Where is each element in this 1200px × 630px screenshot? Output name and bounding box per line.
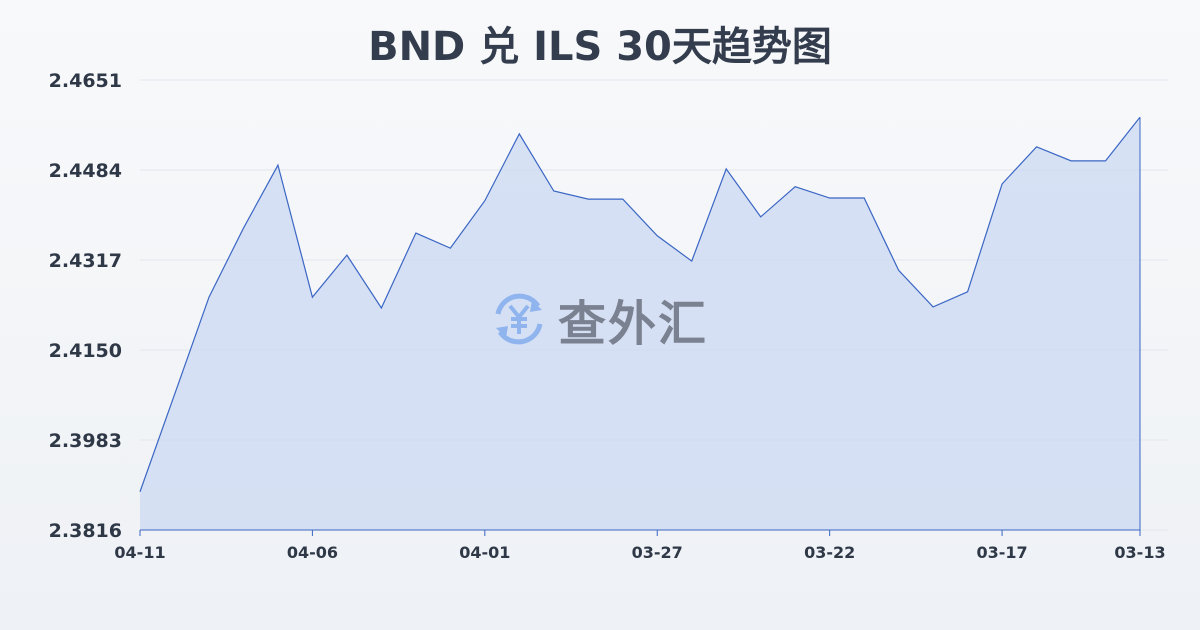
watermark-text: 查外汇: [558, 296, 709, 352]
yen-exchange-icon: [495, 293, 543, 345]
y-tick-label: 2.3816: [49, 520, 122, 542]
chart-title: BND 兑 ILS 30天趋势图: [368, 24, 832, 70]
x-tick-label: 03-17: [976, 543, 1027, 562]
y-tick-label: 2.4484: [49, 160, 122, 182]
x-tick-label: 04-06: [287, 543, 338, 562]
y-tick-label: 2.3983: [49, 430, 122, 452]
x-tick-label: 03-22: [804, 543, 855, 562]
y-tick-label: 2.4317: [49, 250, 122, 272]
series-line: [139, 116, 1141, 492]
y-tick-label: 2.4651: [49, 70, 122, 92]
watermark: 查外汇: [488, 284, 708, 354]
area-fill: [140, 117, 1140, 530]
x-tick-label: 03-13: [1114, 543, 1165, 562]
x-tick-label: 04-11: [114, 543, 165, 562]
x-tick-label: 03-27: [632, 543, 683, 562]
x-tick-label: 04-01: [459, 543, 510, 562]
y-tick-label: 2.4150: [49, 340, 122, 362]
